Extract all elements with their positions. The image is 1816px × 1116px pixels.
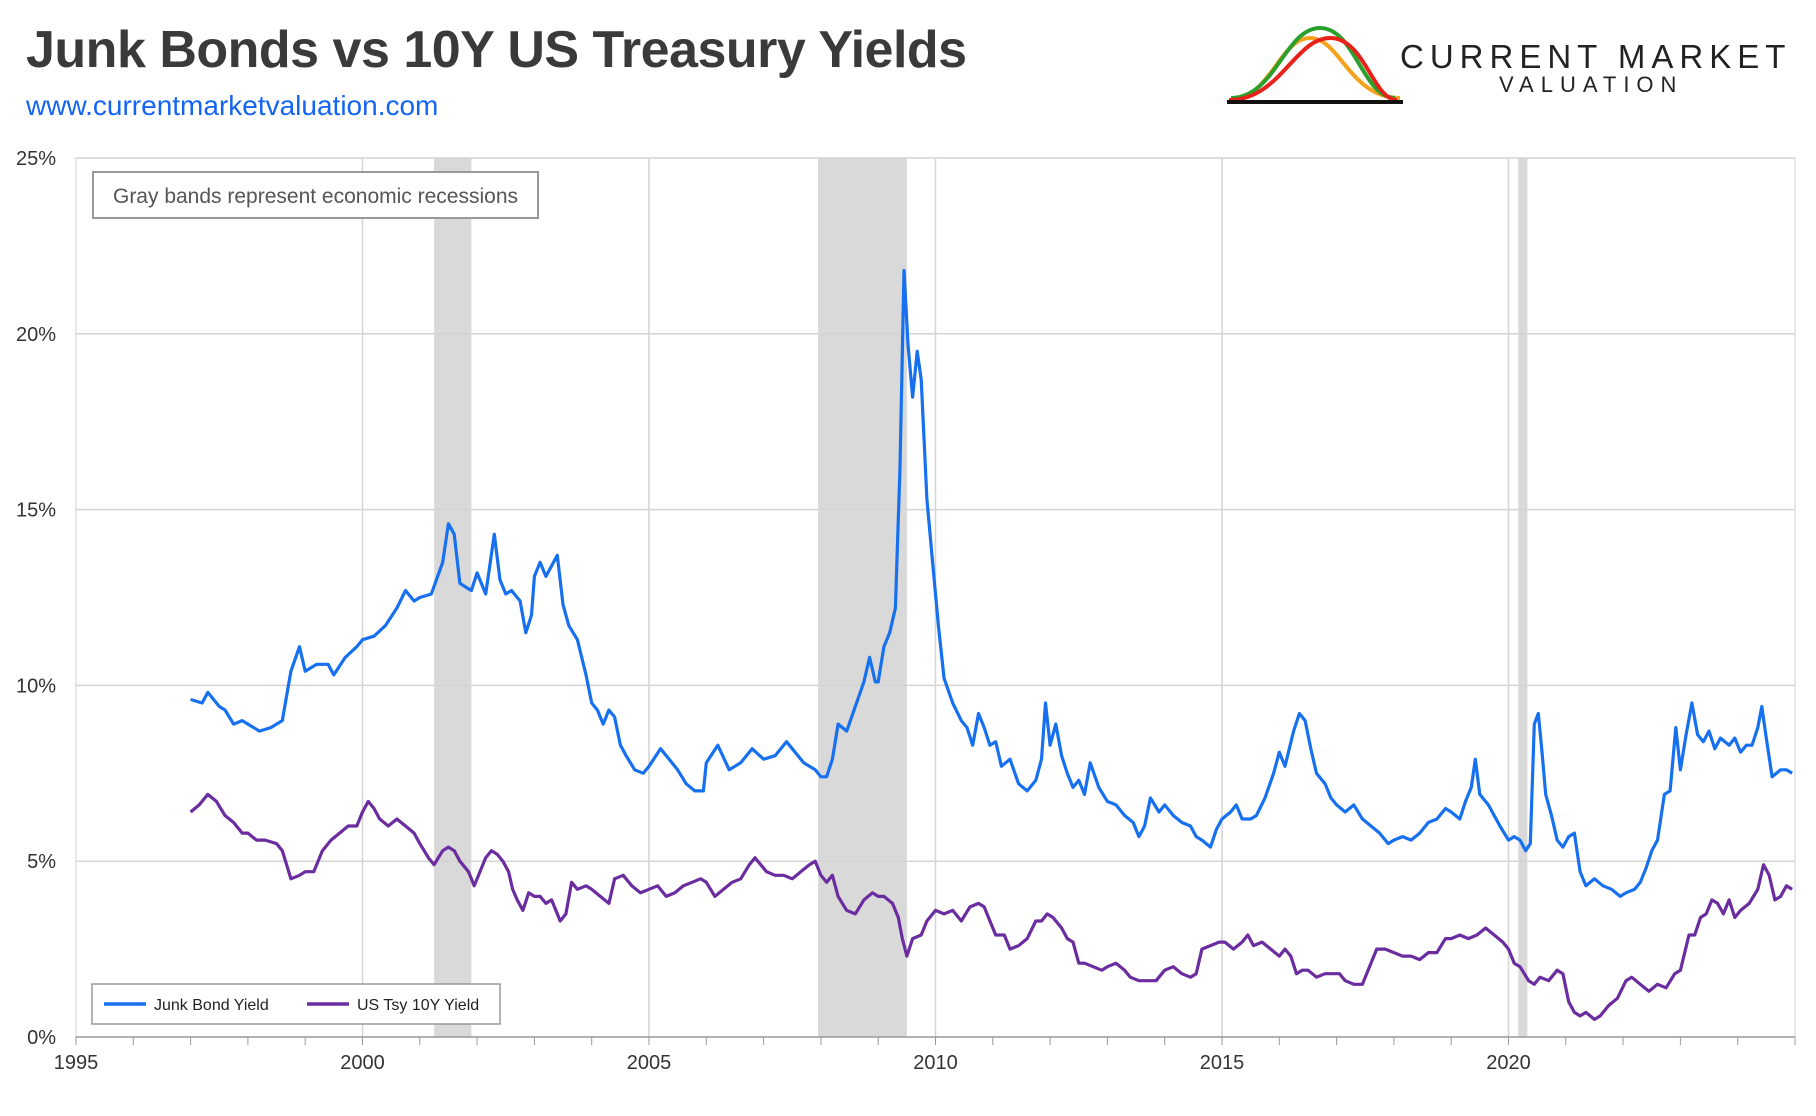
- logo-text-line1: CURRENT MARKET: [1400, 38, 1792, 75]
- x-tick-label: 2015: [1200, 1052, 1245, 1074]
- x-tick-label: 2020: [1486, 1052, 1531, 1074]
- series-line-junk-bond-yield: [190, 268, 1793, 898]
- y-tick-label: 20%: [16, 324, 56, 346]
- logo-curve-red: [1228, 35, 1398, 102]
- bell-curves-logo-icon: [1227, 25, 1403, 104]
- recession-band: [818, 158, 907, 1037]
- recession-band: [434, 158, 472, 1037]
- x-tick-label: 2010: [913, 1052, 958, 1074]
- website-link[interactable]: www.currentmarketvaluation.com: [26, 90, 439, 121]
- recession-band: [1518, 158, 1528, 1037]
- annotation-text: Gray bands represent economic recessions: [113, 185, 518, 208]
- legend-label: Junk Bond Yield: [154, 997, 269, 1014]
- annotation-box: [92, 171, 539, 219]
- y-tick-label: 5%: [27, 851, 56, 873]
- y-tick-label: 0%: [27, 1027, 56, 1049]
- x-tick-label: 2005: [627, 1052, 672, 1074]
- x-tick-label: 2000: [340, 1052, 385, 1074]
- logo-text-line2: VALUATION: [1499, 72, 1684, 97]
- legend-box: [91, 983, 501, 1025]
- logo: CURRENT MARKET VALUATION: [1225, 20, 1805, 110]
- page-title: Junk Bonds vs 10Y US Treasury Yields: [26, 21, 967, 79]
- series-line-us-tsy-10y-yield: [189, 792, 1793, 1021]
- y-tick-label: 10%: [16, 675, 56, 697]
- y-tick-label: 25%: [16, 148, 56, 170]
- logo-curve-green: [1230, 25, 1396, 100]
- legend-label: US Tsy 10Y Yield: [357, 997, 479, 1014]
- x-tick-label: 1995: [54, 1052, 99, 1074]
- y-tick-label: 15%: [16, 500, 56, 522]
